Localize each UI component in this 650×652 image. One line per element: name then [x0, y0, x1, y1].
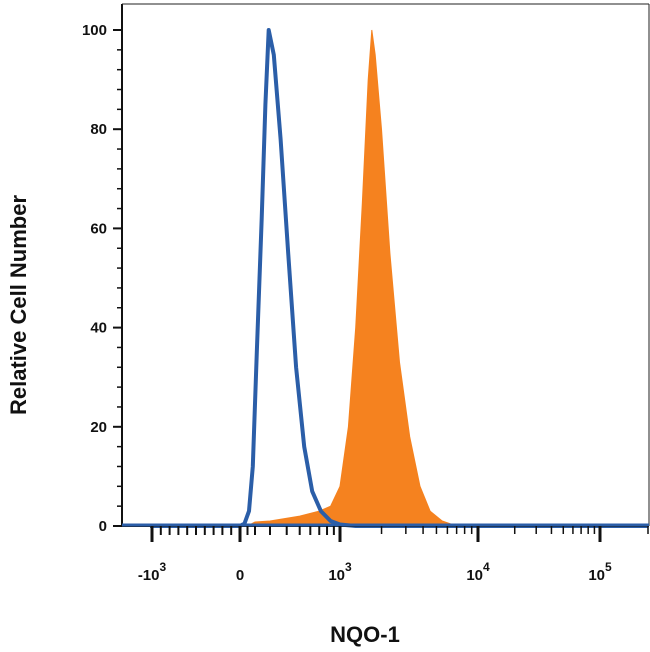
- x-tick-base: -10: [138, 567, 160, 584]
- x-tick-base: 10: [588, 567, 605, 584]
- x-tick-label: 105: [588, 560, 612, 584]
- axes-layer: [121, 3, 650, 527]
- y-tick-label: 60: [90, 220, 107, 237]
- x-tick-exponent: 3: [345, 560, 352, 574]
- y-tick-label: 80: [90, 121, 107, 138]
- x-tick-label: 0: [236, 567, 244, 584]
- series-0-line: [150, 28, 648, 528]
- x-tick-label: 103: [328, 560, 352, 584]
- y-tick-label: 100: [82, 22, 107, 39]
- x-tick-exponent: 5: [605, 560, 612, 574]
- x-axis-title: NQO-1: [330, 622, 400, 647]
- series-1-area: [150, 29, 648, 527]
- series-layer: [150, 28, 648, 528]
- y-tick-label: 20: [90, 419, 107, 436]
- x-tick-label: 104: [466, 560, 490, 584]
- x-tick-label: -103: [138, 560, 167, 584]
- x-tick-exponent: 3: [160, 560, 167, 574]
- x-tick-exponent: 4: [483, 560, 490, 574]
- x-tick-base: 10: [328, 567, 345, 584]
- x-tick-base: 10: [466, 567, 483, 584]
- y-tick-label: 40: [90, 320, 107, 337]
- x-tick-base: 0: [236, 567, 244, 584]
- y-axis-title: Relative Cell Number: [6, 195, 31, 416]
- y-tick-label: 0: [99, 518, 107, 535]
